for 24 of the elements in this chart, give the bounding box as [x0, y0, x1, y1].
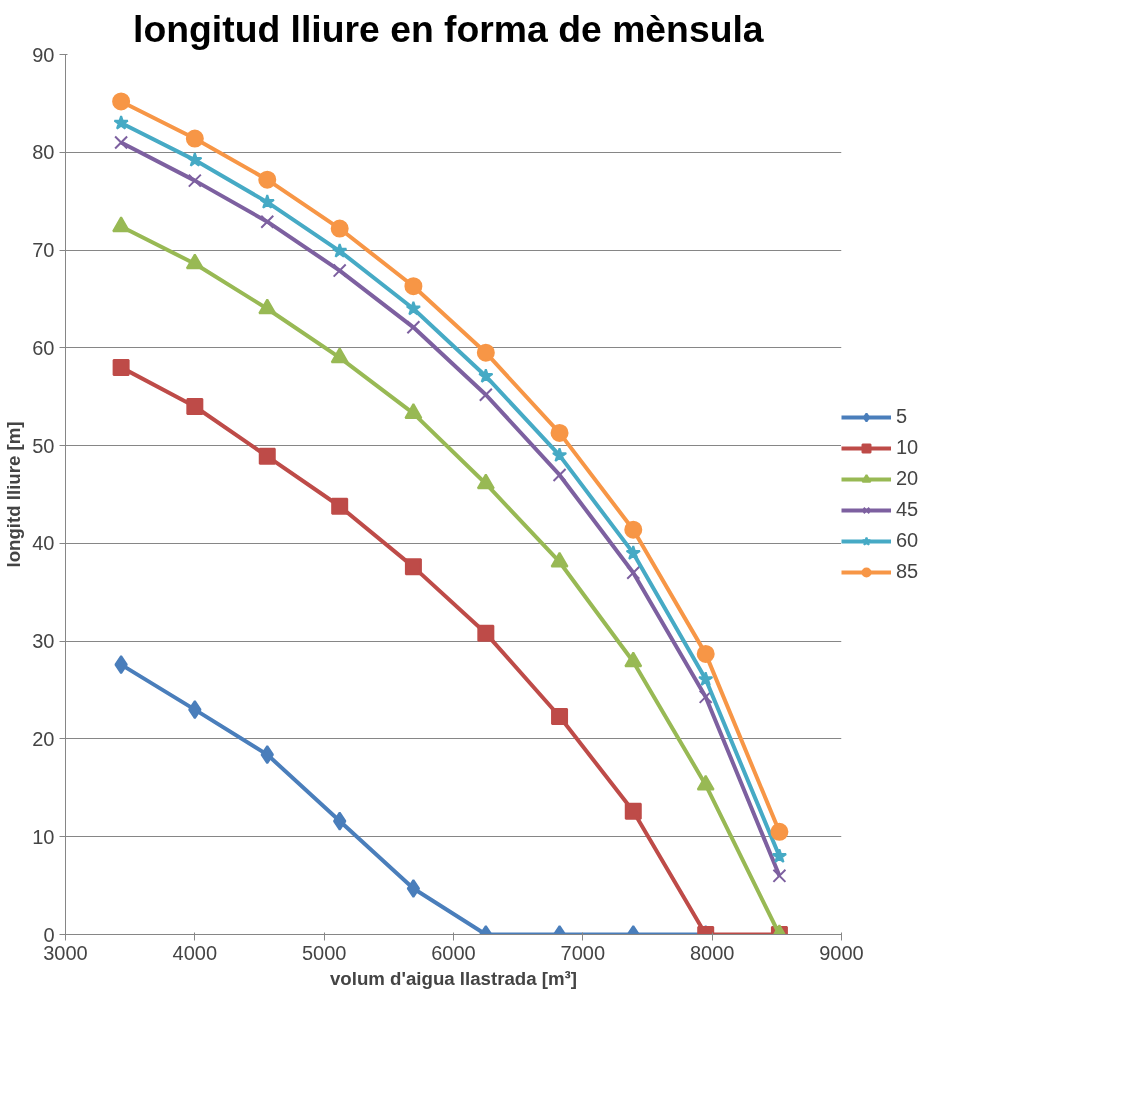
- x-tick-label: 7000: [560, 941, 606, 964]
- x-axis-title: volum d'aigua llastrada [m³]: [329, 967, 578, 989]
- x-tick-label: 6000: [431, 941, 476, 964]
- y-axis-title: longitd lliure [m]: [3, 421, 25, 568]
- y-tick-label: 80: [32, 141, 55, 164]
- x-tick-label: 5000: [301, 941, 347, 964]
- legend-label: 10: [896, 436, 919, 459]
- x-tick-label: 4000: [172, 941, 218, 964]
- y-tick-label: 40: [32, 532, 55, 555]
- y-tick-label: 10: [32, 825, 55, 848]
- legend-label: 45: [896, 498, 919, 521]
- x-tick-label: 9000: [819, 941, 864, 964]
- y-tick-label: 30: [32, 630, 55, 653]
- x-tick-label: 8000: [689, 941, 735, 964]
- y-tick-label: 90: [32, 43, 55, 66]
- legend-label: 60: [896, 529, 919, 552]
- chart-title: longitud lliure en forma de mènsula: [133, 7, 764, 50]
- y-tick-label: 50: [32, 434, 55, 457]
- y-tick-label: 70: [32, 239, 55, 262]
- y-tick-label: 20: [32, 727, 55, 750]
- legend-label: 5: [896, 405, 908, 428]
- y-tick-label: 60: [32, 336, 55, 359]
- legend-label: 85: [896, 560, 919, 583]
- legend-label: 20: [896, 467, 919, 490]
